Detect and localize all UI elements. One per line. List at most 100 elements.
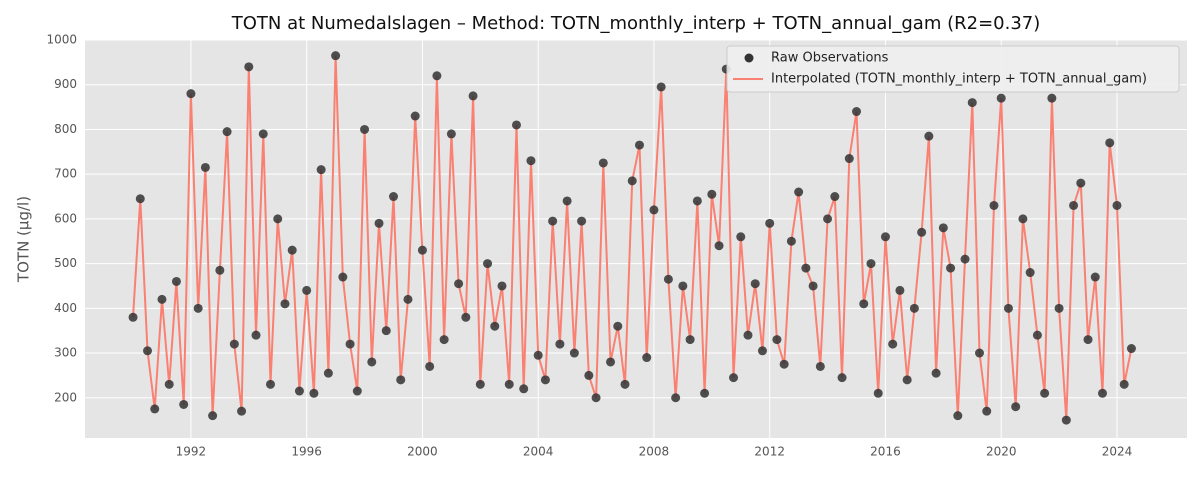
observation-point xyxy=(519,384,529,394)
observation-point xyxy=(634,140,644,150)
observation-point xyxy=(548,216,558,226)
observation-point xyxy=(367,357,377,367)
observation-point xyxy=(975,348,985,358)
observation-point xyxy=(692,196,702,206)
observation-point xyxy=(1011,402,1021,412)
grid: 200 300 400 500 600 700 800 900 1000 1992 1996 2000… xyxy=(46,33,1187,459)
observation-point xyxy=(461,312,471,322)
observation-point xyxy=(316,165,326,175)
observation-point xyxy=(1105,138,1115,148)
observation-point xyxy=(483,259,493,269)
y-tick-label: 600 xyxy=(54,211,77,225)
observation-point xyxy=(179,399,189,409)
observation-point xyxy=(765,218,775,228)
observation-point xyxy=(294,386,304,396)
y-tick-label: 500 xyxy=(54,256,77,270)
observation-point xyxy=(786,236,796,246)
observation-point xyxy=(381,326,391,336)
x-tick-label: 2008 xyxy=(639,445,670,459)
observation-point xyxy=(953,411,963,421)
observation-point xyxy=(873,388,883,398)
observation-point xyxy=(171,276,181,286)
observation-point xyxy=(215,265,225,275)
y-tick-label: 800 xyxy=(54,122,77,136)
observation-point xyxy=(1112,200,1122,210)
observation-point xyxy=(1083,335,1093,345)
observation-point xyxy=(345,339,355,349)
observation-point xyxy=(229,339,239,349)
observation-point xyxy=(1097,388,1107,398)
observation-point xyxy=(475,379,485,389)
observation-point xyxy=(338,272,348,282)
observation-point xyxy=(1032,330,1042,340)
x-tick-label: 1992 xyxy=(176,445,207,459)
observation-point xyxy=(750,279,760,289)
observation-point xyxy=(982,406,992,416)
observation-point xyxy=(280,299,290,309)
observation-point xyxy=(895,285,905,295)
observation-point xyxy=(273,214,283,224)
observation-point xyxy=(938,223,948,233)
observation-point xyxy=(931,368,941,378)
observation-point xyxy=(656,82,666,92)
observation-point xyxy=(511,120,521,130)
observation-point xyxy=(577,216,587,226)
observation-point xyxy=(1040,388,1050,398)
observation-point xyxy=(772,335,782,345)
observation-point xyxy=(468,91,478,101)
observation-point xyxy=(700,388,710,398)
observation-point xyxy=(1003,303,1013,313)
observation-point xyxy=(396,375,406,385)
observation-point xyxy=(620,379,630,389)
x-tick-label: 2012 xyxy=(754,445,785,459)
observation-point xyxy=(352,386,362,396)
observation-point xyxy=(1090,272,1100,282)
observation-point xyxy=(497,281,507,291)
legend-marker xyxy=(744,53,754,63)
observation-point xyxy=(490,321,500,331)
observation-point xyxy=(1119,379,1129,389)
observation-point xyxy=(222,127,232,137)
observation-point xyxy=(960,254,970,264)
observation-point xyxy=(736,232,746,242)
observation-point xyxy=(967,98,977,108)
observation-point xyxy=(794,187,804,197)
observation-point xyxy=(208,411,218,421)
observation-point xyxy=(743,330,753,340)
observation-point xyxy=(714,241,724,251)
marks xyxy=(128,51,1136,425)
observation-point xyxy=(888,339,898,349)
observation-point xyxy=(569,348,579,358)
observation-point xyxy=(388,192,398,202)
observation-point xyxy=(128,312,138,322)
observation-point xyxy=(309,388,319,398)
observation-point xyxy=(606,357,616,367)
observation-point xyxy=(244,62,254,72)
y-tick-label: 1000 xyxy=(46,33,77,47)
observation-point xyxy=(880,232,890,242)
observation-point xyxy=(1061,415,1071,425)
observation-point xyxy=(157,294,167,304)
legend-label: Interpolated (TOTN_monthly_interp + TOTN… xyxy=(771,72,1147,87)
observation-point xyxy=(859,299,869,309)
observation-point xyxy=(1047,93,1057,103)
observation-point xyxy=(584,370,594,380)
observation-point xyxy=(331,51,341,61)
observation-point xyxy=(996,93,1006,103)
observation-point xyxy=(150,404,160,414)
y-tick-label: 700 xyxy=(54,167,77,181)
observation-point xyxy=(251,330,261,340)
y-tick-label: 900 xyxy=(54,77,77,91)
x-tick-label: 2016 xyxy=(870,445,901,459)
observation-point xyxy=(649,205,659,215)
observation-point xyxy=(446,129,456,139)
observation-point xyxy=(533,350,543,360)
x-tick-label: 2020 xyxy=(986,445,1017,459)
legend-label: Raw Observations xyxy=(771,51,889,66)
observation-point xyxy=(454,279,464,289)
observation-point xyxy=(540,375,550,385)
observation-point xyxy=(917,227,927,237)
observation-point xyxy=(562,196,572,206)
observation-point xyxy=(909,303,919,313)
legend-box xyxy=(726,45,1180,93)
